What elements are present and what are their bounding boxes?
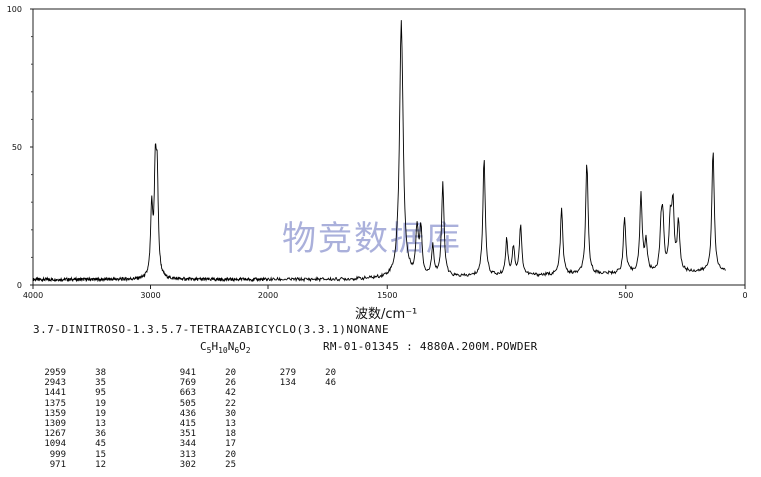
x-tick-label: 2000: [258, 291, 278, 300]
peak-intensity: 30: [225, 408, 236, 419]
peak-table-row: 134 46: [260, 378, 336, 388]
peak-wavenumber: 999: [49, 449, 66, 460]
peak-table-row: 1094 45: [30, 439, 106, 449]
peak-wavenumber: 313: [179, 449, 196, 460]
peak-table-row: 769 26: [160, 378, 236, 388]
peak-table-column-2: 941 20 769 26 663 42 505 22 436 30 415 13 351 18 344 17…: [160, 368, 236, 470]
peak-wavenumber: 134: [279, 378, 296, 389]
peak-table-row: 1309 13: [30, 419, 106, 429]
x-tick-label: 500: [618, 291, 633, 300]
peak-intensity: 22: [225, 398, 236, 409]
peak-table-column-3: 279 20 134 46: [260, 368, 336, 388]
peak-wavenumber: 1359: [44, 408, 66, 419]
peak-wavenumber: 1375: [44, 398, 66, 409]
peak-table-row: 279 20: [260, 368, 336, 378]
x-tick-label: 4000: [23, 291, 43, 300]
peak-wavenumber: 971: [49, 459, 66, 470]
spectrum-line: [32, 20, 726, 283]
peak-intensity: 19: [95, 398, 106, 409]
peak-table-row: 313 20: [160, 450, 236, 460]
peak-table-row: 971 12: [30, 460, 106, 470]
x-axis-ticks: 4000 3000 2000 1500 500 0: [23, 285, 748, 300]
peak-intensity: 20: [225, 368, 236, 378]
peak-wavenumber: 302: [179, 459, 196, 470]
peak-wavenumber: 351: [179, 429, 196, 440]
peak-table-row: 2943 35: [30, 378, 106, 388]
peak-intensity: 95: [95, 388, 106, 399]
peak-intensity: 35: [95, 378, 106, 389]
compound-name: 3.7-DINITROSO-1.3.5.7-TETRAAZABICYCLO(3.…: [33, 323, 390, 336]
peak-wavenumber: 769: [179, 378, 196, 389]
peak-intensity: 38: [95, 368, 106, 378]
watermark: 物竞数据库: [282, 219, 462, 259]
peak-wavenumber: 1267: [44, 429, 66, 440]
molecular-formula: C5H10N6O2: [200, 340, 251, 356]
peak-table-row: 436 30: [160, 409, 236, 419]
peak-intensity: 19: [95, 408, 106, 419]
peak-intensity: 15: [95, 449, 106, 460]
x-tick-label: 3000: [140, 291, 160, 300]
peak-table-row: 999 15: [30, 450, 106, 460]
peak-intensity: 13: [225, 419, 236, 430]
peak-table-row: 302 25: [160, 460, 236, 470]
peak-intensity: 13: [95, 419, 106, 430]
peak-intensity: 45: [95, 439, 106, 450]
peak-table-column-1: 2959 38 2943 35 1441 95 1375 19 1359 19 1309 13 1267…: [30, 368, 106, 470]
peak-table-row: 351 18: [160, 429, 236, 439]
x-tick-label: 1500: [377, 291, 397, 300]
peak-wavenumber: 663: [179, 388, 196, 399]
peak-table-row: 2959 38: [30, 368, 106, 378]
y-tick-label: 0: [17, 281, 22, 290]
peak-wavenumber: 2943: [44, 378, 66, 389]
peak-wavenumber: 505: [179, 398, 196, 409]
y-tick-label: 50: [12, 143, 22, 152]
peak-intensity: 18: [225, 429, 236, 440]
peak-intensity: 12: [95, 459, 106, 470]
peak-intensity: 36: [95, 429, 106, 440]
y-tick-label: 100: [7, 5, 22, 14]
peak-intensity: 25: [225, 459, 236, 470]
peak-wavenumber: 415: [179, 419, 196, 430]
peak-intensity: 42: [225, 388, 236, 399]
peak-wavenumber: 1309: [44, 419, 66, 430]
peak-intensity: 20: [225, 449, 236, 460]
x-axis-label: 波数/cm⁻¹: [355, 307, 417, 320]
peak-table-row: 941 20: [160, 368, 236, 378]
peak-wavenumber: 2959: [44, 368, 66, 378]
peak-intensity: 17: [225, 439, 236, 450]
peak-intensity: 20: [325, 368, 336, 378]
raman-spectrum-chart: 0 50 100 4000 3000 2000 1500 500 0 物竞数据库 波数/cm⁻…: [7, 5, 748, 320]
peak-table-row: 1375 19: [30, 399, 106, 409]
peak-intensity: 46: [325, 378, 336, 389]
peak-wavenumber: 344: [179, 439, 196, 450]
peak-wavenumber: 941: [179, 368, 196, 378]
peak-table-row: 1441 95: [30, 388, 106, 398]
peak-intensity: 26: [225, 378, 236, 389]
peak-table-row: 1359 19: [30, 409, 106, 419]
peak-wavenumber: 436: [179, 408, 196, 419]
peak-table-row: 415 13: [160, 419, 236, 429]
sample-info: RM-01-01345 : 4880A.200M.POWDER: [323, 340, 538, 353]
peak-table-row: 505 22: [160, 399, 236, 409]
y-axis-ticks: 0 50 100: [7, 5, 33, 290]
peak-wavenumber: 1441: [44, 388, 66, 399]
peak-table-row: 663 42: [160, 388, 236, 398]
x-tick-label: 0: [742, 291, 747, 300]
peak-wavenumber: 279: [279, 368, 296, 378]
peak-table-row: 1267 36: [30, 429, 106, 439]
peak-wavenumber: 1094: [44, 439, 66, 450]
peak-table-row: 344 17: [160, 439, 236, 449]
